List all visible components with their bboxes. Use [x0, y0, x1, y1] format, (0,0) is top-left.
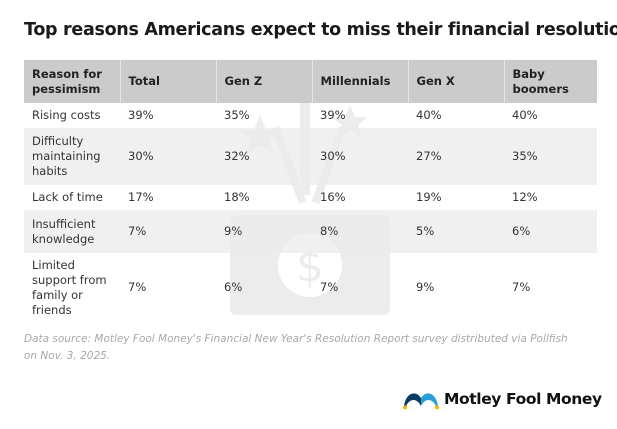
table-cell: 6%: [504, 210, 597, 253]
data-source-note: Data source: Motley Fool Money's Financi…: [24, 333, 568, 362]
table-header-row: Reason for pessimism Total Gen Z Millennial…: [24, 60, 597, 103]
row-label: Rising costs: [32, 108, 101, 122]
row-label: Limited support from family or friends: [32, 257, 107, 317]
table-cell: 9%: [416, 280, 435, 294]
row-label: Insufficient knowledge: [24, 210, 120, 253]
table-cell: 18%: [224, 190, 250, 204]
table-cell: 30%: [312, 128, 408, 185]
table-cell: 12%: [512, 190, 538, 204]
table-cell: 32%: [216, 128, 312, 185]
table-cell: 7%: [512, 280, 531, 294]
table-row: Rising costs 39% 35% 39% 40% 40%: [24, 103, 597, 128]
column-header: Millennials: [311, 60, 408, 103]
column-header: Gen Z: [215, 60, 312, 103]
table-cell: 27%: [408, 128, 504, 185]
motley-fool-money-logo: Motley Fool Money: [402, 388, 602, 410]
data-table: Reason for pessimism Total Gen Z Millennial…: [24, 60, 597, 322]
table-cell: 7%: [320, 280, 339, 294]
table-cell: 8%: [312, 210, 408, 253]
column-header: Total: [119, 60, 216, 103]
table-cell: 7%: [128, 280, 147, 294]
row-label: Difficulty maintaining habits: [24, 128, 120, 185]
table-cell: 6%: [224, 280, 243, 294]
table-cell: 17%: [128, 190, 154, 204]
column-header: Gen X: [407, 60, 504, 103]
table-cell: 40%: [416, 108, 442, 122]
table-row: Limited support from family or friends 7%…: [24, 253, 597, 322]
table-cell: 39%: [320, 108, 346, 122]
row-label: Lack of time: [32, 190, 103, 204]
table-cell: 40%: [512, 108, 538, 122]
table-cell: 39%: [128, 108, 154, 122]
table-cell: 35%: [224, 108, 250, 122]
table-row: Insufficient knowledge 7% 9% 8% 5% 6%: [24, 210, 597, 253]
table-cell: 35%: [504, 128, 597, 185]
table-cell: 19%: [416, 190, 442, 204]
table-cell: 16%: [320, 190, 346, 204]
jester-hat-icon: [403, 393, 439, 410]
table-cell: 30%: [120, 128, 216, 185]
table-cell: 7%: [120, 210, 216, 253]
page-title: Top reasons Americans expect to miss the…: [24, 20, 617, 40]
table-row: Lack of time 17% 18% 16% 19% 12%: [24, 185, 597, 210]
column-header: Reason for pessimism: [24, 60, 120, 103]
table-cell: 9%: [216, 210, 312, 253]
table-cell: 5%: [408, 210, 504, 253]
table-row: Difficulty maintaining habits 30% 32% 30% 27…: [24, 128, 597, 185]
logo-text: Motley Fool Money: [444, 390, 602, 408]
column-header: Baby boomers: [503, 60, 597, 103]
